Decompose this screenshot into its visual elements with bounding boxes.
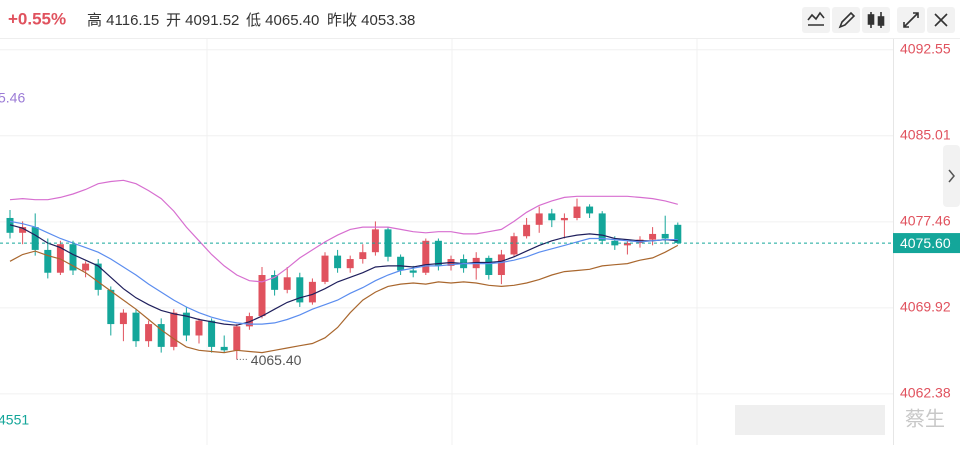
high: 高 4116.15 — [87, 12, 159, 29]
candle-body — [233, 326, 241, 351]
current-price-label: 4075.60 — [900, 235, 951, 251]
candle-body — [170, 312, 178, 347]
candle-body — [308, 281, 316, 303]
y-tick-label: 4077.46 — [900, 213, 951, 229]
indicator-line — [9, 179, 678, 283]
change: +0.55% — [8, 9, 66, 28]
icon-candle-body — [867, 14, 875, 25]
toolbar — [802, 7, 955, 33]
plot: 4092.55 4085.01 4077.46 4069.92 4062.38 4075.… — [0, 40, 960, 428]
candle-body — [296, 277, 304, 303]
tool-button[interactable] — [862, 7, 890, 33]
candle-body — [485, 257, 493, 276]
candle-body — [31, 227, 39, 250]
icon-line — [807, 11, 825, 26]
candle-body — [560, 217, 568, 221]
watermark: 蔡生 — [905, 407, 945, 430]
side-arrow-icon — [948, 169, 955, 183]
left-annotation: 4551 — [0, 412, 29, 428]
candle-body — [145, 324, 153, 342]
candle-body — [258, 275, 266, 317]
candle-body — [107, 289, 115, 325]
low-label: 4065.40 — [251, 352, 302, 368]
y-tick-label: 4062.38 — [900, 385, 951, 401]
icon-expand — [903, 12, 919, 28]
candle-body — [334, 255, 342, 269]
current-price-tag — [893, 233, 960, 254]
side-arrow-button[interactable] — [943, 145, 960, 207]
y-tick-label: 4092.55 — [900, 40, 951, 56]
indicator-line — [9, 220, 678, 325]
candle-body — [674, 224, 682, 244]
candle-body — [359, 252, 367, 260]
candle-body — [346, 259, 354, 269]
candle-body — [623, 243, 631, 246]
watermark-bar — [735, 405, 885, 435]
left-annotation: 5.46 — [0, 90, 25, 106]
tool-button[interactable] — [832, 7, 860, 33]
candle-body — [598, 213, 606, 241]
candle-body — [94, 263, 102, 290]
icon-close — [934, 13, 948, 27]
candle-body — [182, 312, 190, 336]
candle-body — [82, 263, 90, 271]
candle-body — [573, 206, 581, 218]
candle-body — [371, 229, 379, 253]
candle-body — [283, 277, 291, 290]
indicator-line — [9, 224, 678, 326]
y-tick-label: 4085.01 — [900, 126, 951, 142]
candle-body — [195, 320, 203, 336]
candle-body — [586, 206, 594, 214]
candle-body — [649, 233, 657, 240]
candle-body — [157, 324, 165, 347]
candle-body — [132, 312, 140, 342]
icon-candle-body — [877, 16, 885, 26]
candle-body — [44, 249, 52, 273]
candle-body — [397, 256, 405, 271]
candle-body — [497, 254, 505, 276]
icon-pen — [838, 11, 856, 29]
candle-body — [69, 244, 77, 271]
candle-body — [384, 229, 392, 257]
candle-body — [271, 275, 279, 290]
candle-body — [434, 240, 442, 266]
candle-body — [220, 346, 228, 351]
low: 低 4065.40 — [246, 12, 319, 29]
candle-body — [208, 320, 216, 347]
candle-body — [523, 224, 531, 237]
candle-body — [535, 213, 543, 225]
open: 开 4091.52 — [166, 12, 239, 29]
candle-body — [661, 233, 669, 239]
candle-body — [548, 213, 556, 221]
candle-body — [119, 312, 127, 325]
candle-body — [409, 270, 417, 273]
candle-body — [510, 236, 518, 255]
indicator-line — [9, 244, 679, 354]
candle-body — [321, 255, 329, 282]
candle-body — [19, 227, 27, 233]
prev-close: 昨收 4053.38 — [327, 12, 415, 29]
y-tick-label: 4069.92 — [900, 299, 951, 315]
candle-body — [422, 240, 430, 273]
